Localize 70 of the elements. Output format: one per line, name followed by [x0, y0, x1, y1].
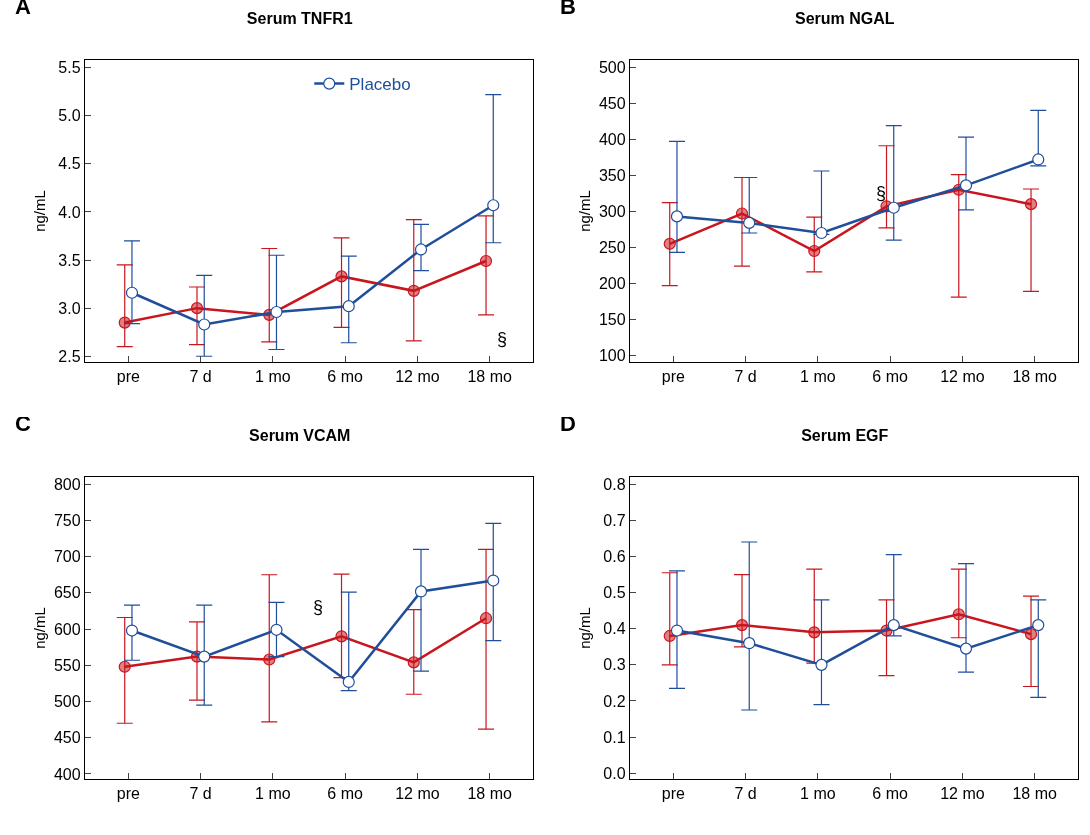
x-tick-label: 12 mo: [395, 785, 440, 803]
y-tick-label: 0.7: [603, 511, 626, 529]
y-tick-label: 800: [53, 475, 81, 493]
y-tick-label: 3.0: [58, 299, 81, 317]
y-tick-label: 400: [53, 765, 81, 783]
y-tick-label: 5.5: [58, 59, 81, 77]
x-tick-label: 6 mo: [872, 368, 909, 386]
y-tick-label: 300: [598, 202, 626, 220]
y-tick-label: 5.0: [58, 107, 81, 125]
y-tick-label: 4.0: [58, 203, 81, 221]
x-tick-label: 6 mo: [327, 785, 364, 803]
x-tick-label: 12 mo: [395, 368, 440, 386]
y-tick-label: 350: [598, 166, 626, 184]
y-axis-title: ng/mL: [575, 190, 593, 232]
y-tick-label: 450: [598, 94, 626, 112]
y-tick-label: 3.5: [58, 251, 81, 269]
x-tick-label: 18 mo: [467, 368, 512, 386]
y-tick-label: 700: [53, 548, 81, 566]
x-tick-label: 1 mo: [800, 368, 836, 386]
x-tick-label: 7 d: [734, 368, 757, 386]
y-axis-title: ng/mL: [30, 190, 48, 232]
chart-title: Serum VCAM: [249, 426, 351, 444]
chart-title: Serum NGAL: [794, 9, 895, 27]
y-tick-label: 0.2: [603, 692, 626, 710]
y-tick-label: 500: [53, 693, 81, 711]
x-tick-label: 6 mo: [872, 785, 909, 803]
y-tick-label: 600: [53, 620, 81, 638]
y-tick-label: 650: [53, 584, 81, 602]
y-tick-label: 500: [598, 58, 626, 76]
x-tick-label: 6 mo: [327, 368, 364, 386]
y-tick-label: 0.4: [603, 620, 626, 638]
y-tick-label: 0.6: [603, 548, 626, 566]
x-tick-label: 7 d: [734, 785, 757, 803]
x-tick-label: pre: [116, 368, 141, 386]
y-tick-label: 0.0: [603, 764, 626, 782]
y-tick-label: 150: [598, 311, 626, 329]
y-tick-label: 4.5: [58, 155, 81, 173]
x-tick-label: 7 d: [189, 785, 212, 803]
annotation: §: [876, 183, 887, 203]
x-tick-label: 12 mo: [940, 785, 985, 803]
y-tick-label: 2.5: [58, 347, 81, 365]
annotation: §: [313, 597, 324, 617]
x-tick-label: pre: [661, 368, 686, 386]
y-tick-label: 450: [53, 729, 81, 747]
x-tick-label: 12 mo: [940, 368, 985, 386]
y-axis-title: ng/mL: [30, 607, 48, 649]
y-tick-label: 550: [53, 656, 81, 674]
x-tick-label: 1 mo: [255, 785, 291, 803]
x-tick-label: 18 mo: [1012, 785, 1057, 803]
y-tick-label: 0.3: [603, 656, 626, 674]
y-tick-label: 400: [598, 130, 626, 148]
x-tick-label: 1 mo: [255, 368, 291, 386]
x-tick-label: 18 mo: [1012, 368, 1057, 386]
x-tick-label: 7 d: [189, 368, 212, 386]
chart-title: Serum EGF: [801, 426, 889, 444]
y-tick-label: 200: [598, 275, 626, 293]
x-tick-label: pre: [661, 785, 686, 803]
y-axis-title: ng/mL: [575, 607, 593, 649]
y-tick-label: 100: [598, 347, 626, 365]
x-tick-label: 18 mo: [467, 785, 512, 803]
y-tick-label: 250: [598, 239, 626, 256]
x-tick-label: 1 mo: [800, 785, 836, 803]
chart-title: Serum TNFR1: [246, 9, 353, 27]
y-tick-label: 0.1: [603, 728, 626, 746]
x-tick-label: pre: [116, 785, 141, 803]
annotation: §: [497, 329, 508, 349]
y-tick-label: 0.5: [603, 584, 626, 602]
y-tick-label: 750: [53, 512, 81, 530]
legend-label: Placebo: [349, 75, 411, 95]
y-tick-label: 0.8: [603, 475, 626, 493]
